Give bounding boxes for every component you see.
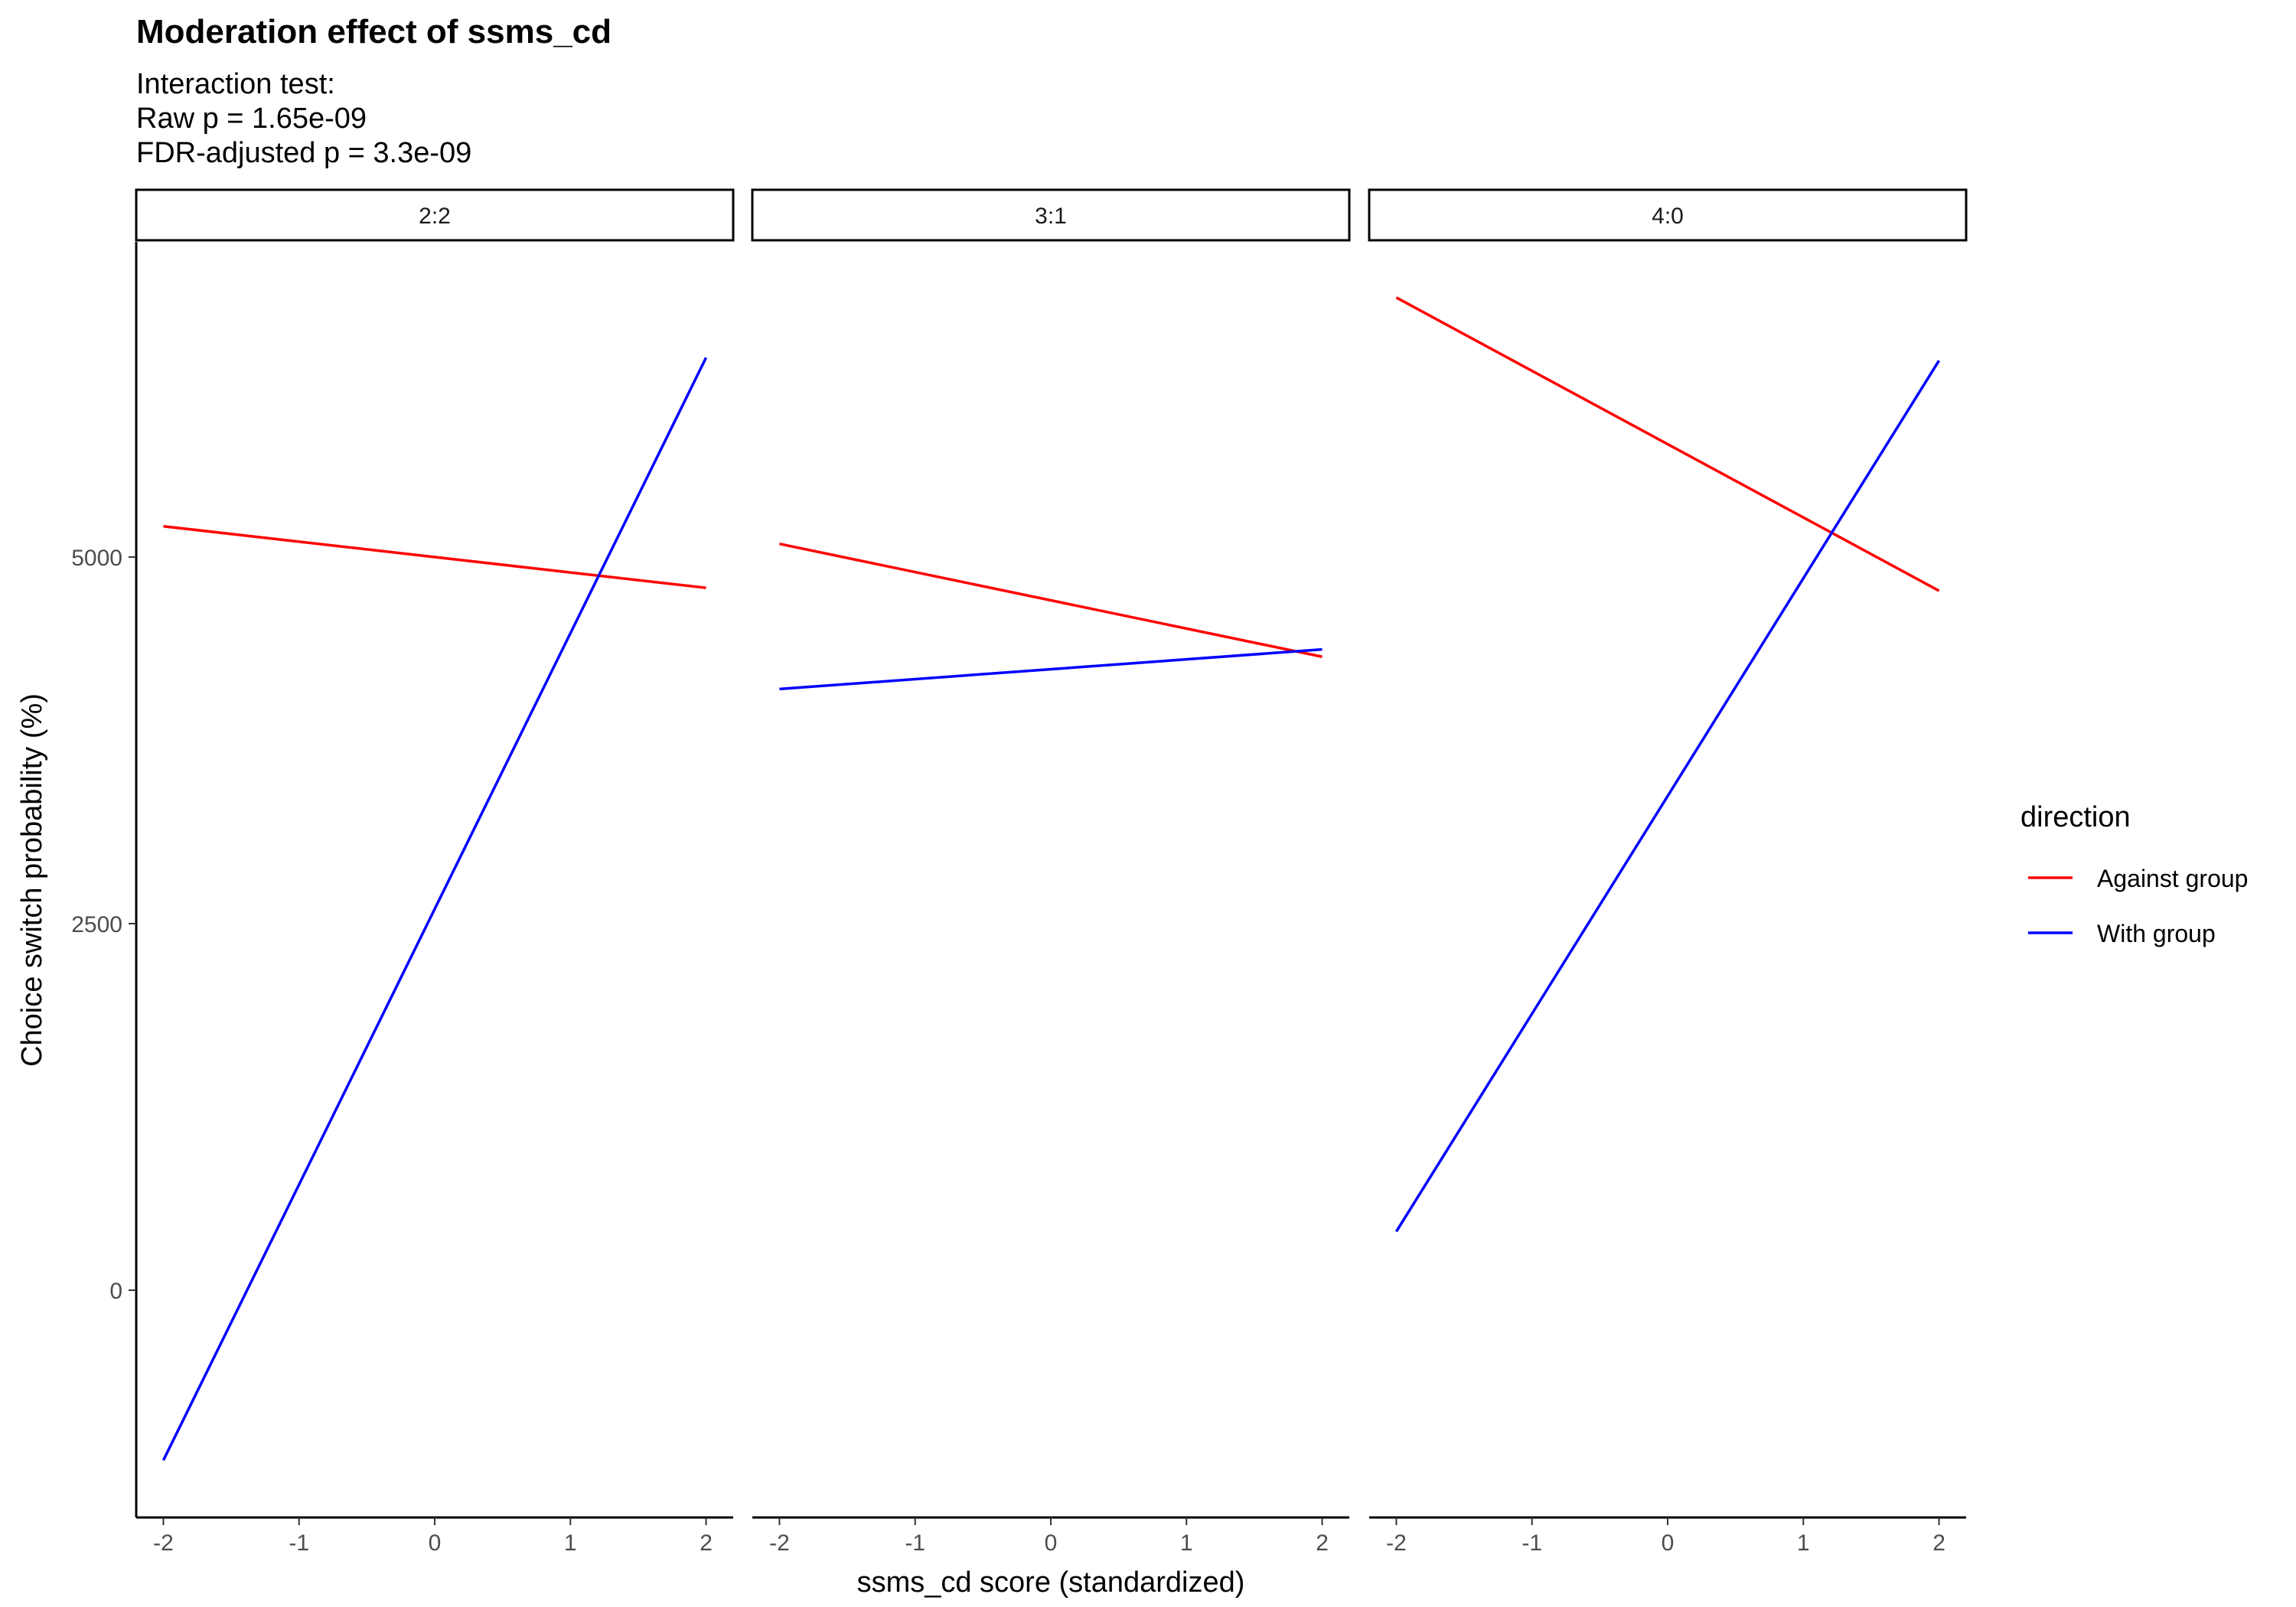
chart-subtitle-line-3: FDR-adjusted p = 3.3e-09 [136,137,471,169]
chart-title: Moderation effect of ssms_cd [136,13,612,51]
y-tick-label: 2500 [71,912,122,937]
x-tick-label: 2 [1932,1530,1945,1556]
x-tick-label: 2 [1316,1530,1329,1556]
y-tick-label: 5000 [71,546,122,571]
legend-label-with-group: With group [2097,920,2216,947]
series-line-against-group [779,543,1322,658]
x-tick-label: 1 [1180,1530,1193,1556]
series-line-against-group [1395,296,1940,592]
series-line-with-group [779,647,1322,691]
x-tick-label: -1 [289,1530,309,1556]
series-line-with-group [1394,360,1941,1233]
chart-subtitle-line-2: Raw p = 1.65e-09 [136,103,367,135]
facet-strip-label: 4:0 [1652,204,1684,229]
facet-strip [751,188,1351,242]
x-axis-title: ssms_cd score (standardized) [857,1566,1245,1599]
x-tick-label: -1 [905,1530,925,1556]
chart-subtitle-line-1: Interaction test: [136,68,335,100]
x-tick-label: -2 [769,1530,790,1556]
x-tick-label: 0 [1662,1530,1675,1556]
legend: direction Against group With group [2020,801,2248,947]
x-tick-label: 2 [700,1530,713,1556]
y-axis-title: Choice switch probability (%) [16,693,48,1067]
x-tick-label: 1 [564,1530,577,1556]
x-tick-label: -2 [1386,1530,1407,1556]
y-axis: 0 2500 5000 [71,242,138,1517]
series-line-against-group [163,524,706,589]
y-tick-label: 0 [109,1279,122,1304]
legend-label-against-group: Against group [2097,865,2248,892]
x-tick-label: -2 [153,1530,174,1556]
x-tick-label: 0 [1045,1530,1058,1556]
x-tick-label: 1 [1797,1530,1810,1556]
facet-panel-4-0: 4:0 -2 -1 0 1 2 [1368,188,1968,1556]
legend-title: direction [2020,801,2131,833]
facet-strip-label: 3:1 [1035,204,1067,229]
facet-strip [1368,188,1968,242]
x-tick-label: 0 [429,1530,442,1556]
series-line-with-group [161,357,708,1462]
facet-panel-2-2: 2:2 -2 -1 0 1 2 [135,188,735,1556]
facet-strip-label: 2:2 [419,204,451,229]
facet-panels: 2:2 -2 -1 0 1 2 3:1 -2 -1 0 1 2 4:0 -2 -1 0 1 2 [135,188,1968,1556]
facet-strip [135,188,735,242]
x-tick-label: -1 [1521,1530,1542,1556]
facet-panel-3-1: 3:1 -2 -1 0 1 2 [751,188,1351,1556]
